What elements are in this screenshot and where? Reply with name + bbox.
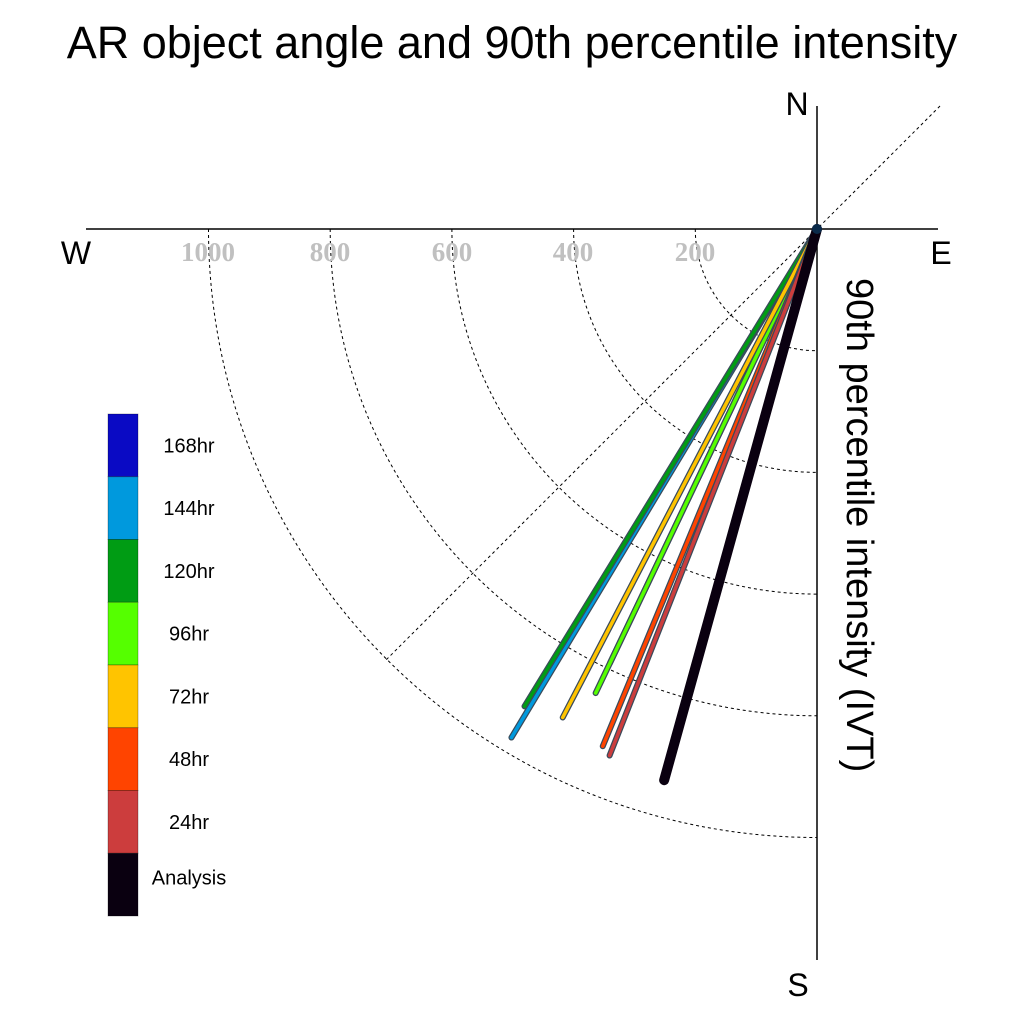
- legend-label: Analysis: [152, 868, 226, 890]
- intensity-axis-title: 90th percentile intensity (IVT): [838, 278, 880, 772]
- legend-label: 168hr: [163, 435, 214, 457]
- range-ring: [208, 228, 818, 838]
- legend-label: 24hr: [169, 812, 209, 834]
- ring-label: 200: [675, 237, 716, 267]
- origin-marker: [812, 224, 822, 234]
- ring-labels: 1000 800 600 400 200: [181, 237, 715, 267]
- compass-east-label: E: [930, 235, 951, 271]
- legend-swatch-analysis: [107, 852, 139, 917]
- range-ring: [573, 228, 818, 473]
- compass-north-label: N: [785, 86, 808, 122]
- legend-swatch-144hr: [107, 476, 139, 540]
- legend-swatch-72hr: [107, 664, 139, 729]
- intensity-vectors: [508, 224, 822, 786]
- range-ring: [694, 228, 818, 352]
- diagonal-guide: [385, 105, 941, 661]
- legend-label: 72hr: [169, 686, 209, 708]
- legend-swatch-120hr: [107, 539, 139, 603]
- legend: 168hr 144hr 120hr 96hr 72hr 48hr 24hr Analysis: [107, 413, 226, 917]
- range-ring: [451, 228, 818, 595]
- legend-label: 120hr: [163, 561, 214, 583]
- legend-swatch-48hr: [107, 727, 139, 791]
- legend-label: 96hr: [169, 624, 209, 646]
- vector-24hr: [607, 227, 819, 758]
- legend-swatch-96hr: [107, 601, 139, 666]
- compass-west-label: W: [61, 235, 92, 271]
- compass-south-label: S: [787, 967, 808, 1003]
- vector-120hr: [522, 227, 819, 709]
- ring-label: 400: [553, 237, 594, 267]
- range-rings: [208, 228, 818, 838]
- chart-title: AR object angle and 90th percentile inte…: [67, 17, 958, 68]
- vector-72hr: [560, 227, 819, 720]
- vector-analysis: [659, 224, 822, 786]
- legend-swatch-168hr: [107, 413, 139, 478]
- range-ring: [329, 228, 818, 717]
- legend-label: 144hr: [163, 498, 214, 520]
- legend-label: 48hr: [169, 749, 209, 771]
- ring-label: 1000: [181, 237, 235, 267]
- ring-label: 800: [310, 237, 351, 267]
- legend-swatch-24hr: [107, 790, 139, 854]
- ring-label: 600: [432, 237, 473, 267]
